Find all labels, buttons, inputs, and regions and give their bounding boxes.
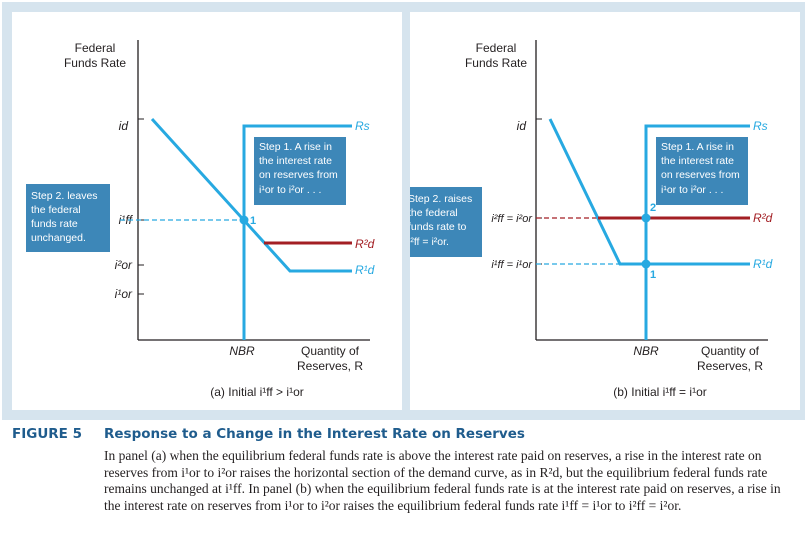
step2-line-4: i²ff = i²or.	[410, 236, 449, 248]
step1-line-2: the interest rate	[259, 155, 332, 167]
iff-label: i¹ff	[119, 213, 134, 227]
y-axis-label-1: Federal	[476, 41, 517, 55]
step2-callout	[404, 187, 482, 257]
rd2-label: R²d	[753, 211, 773, 225]
rd1-label: R¹d	[355, 263, 375, 277]
panel-a-graph: Federal Funds Rate id i¹ff i²or i¹or Rs …	[26, 40, 375, 399]
step1-line-1: Step 1. A rise in	[661, 141, 734, 153]
equilibrium-point-2	[641, 213, 651, 223]
step1-callout	[254, 137, 346, 205]
y-axis-label-2: Funds Rate	[465, 56, 527, 70]
id-label: id	[119, 119, 129, 133]
panel-b-subtitle: (b) Initial i¹ff = i¹or	[613, 385, 706, 399]
step2-line-2: the federal	[410, 207, 458, 219]
x-axis-label-1: Quantity of	[301, 344, 360, 358]
point-2-label: 2	[650, 202, 656, 214]
step1-line-2: the interest rate	[661, 155, 734, 167]
rs-label: Rs	[753, 119, 768, 133]
point-1-label: 1	[250, 215, 256, 227]
panel-a-subtitle: (a) Initial i¹ff > i¹or	[210, 385, 303, 399]
figure-caption: FIGURE 5 Response to a Change in the Inte…	[12, 426, 802, 513]
x-axis-label-2: Reserves, R	[697, 359, 763, 373]
equilibrium-point-1	[239, 215, 249, 225]
demand-curve-rd1	[150, 117, 352, 273]
step2-line-3: funds rate to	[410, 221, 467, 233]
figure-frame: Federal Funds Rate id i¹ff i²or i¹or Rs …	[2, 2, 805, 420]
caption-heading: FIGURE 5 Response to a Change in the Inte…	[12, 426, 802, 442]
iff1-label: i¹ff = i¹or	[491, 259, 533, 271]
rd1-label: R¹d	[753, 257, 773, 271]
step2-line-2: the federal	[31, 204, 81, 216]
step1-line-3: on reserves from	[259, 169, 338, 181]
step2-line-1: Step 2. raises	[410, 193, 472, 205]
x-axis-label-1: Quantity of	[701, 344, 760, 358]
figure-title: Response to a Change in the Interest Rat…	[104, 426, 525, 442]
figure-number: FIGURE 5	[12, 426, 82, 442]
step1-line-4: i¹or to i²or . . .	[661, 184, 723, 196]
iff2-label: i²ff = i²or	[491, 213, 533, 225]
rs-label: Rs	[355, 119, 370, 133]
panel-b-graph: Federal Funds Rate id i²ff = i²or i¹ff =…	[404, 40, 773, 399]
ior1-label: i¹or	[115, 287, 133, 301]
step2-line-1: Step 2. leaves	[31, 190, 98, 202]
caption-body: In panel (a) when the equilibrium federa…	[104, 448, 781, 513]
supply-curve-rs	[242, 124, 352, 340]
nbr-label: NBR	[229, 344, 255, 358]
demand-curve-rd1	[548, 118, 750, 266]
nbr-label: NBR	[633, 344, 659, 358]
step1-line-4: i¹or to i²or . . .	[259, 184, 321, 196]
step1-line-3: on reserves from	[661, 169, 740, 181]
step2-line-4: unchanged.	[31, 232, 86, 244]
y-axis-label-2: Funds Rate	[64, 56, 126, 70]
step1-line-1: Step 1. A rise in	[259, 141, 332, 153]
step1-callout	[656, 137, 748, 205]
panel-b: Federal Funds Rate id i²ff = i²or i¹ff =…	[404, 12, 800, 410]
ior2-label: i²or	[115, 258, 133, 272]
y-axis-label-1: Federal	[75, 41, 116, 55]
equilibrium-point-1	[641, 259, 651, 269]
x-axis-label-2: Reserves, R	[297, 359, 363, 373]
step2-callout	[26, 184, 110, 252]
panel-a: Federal Funds Rate id i¹ff i²or i¹or Rs …	[12, 12, 402, 410]
step2-line-3: funds rate	[31, 218, 78, 230]
point-1-label: 1	[650, 269, 656, 281]
id-label: id	[517, 119, 527, 133]
rd2-label: R²d	[355, 237, 375, 251]
supply-curve-rs	[644, 124, 750, 340]
